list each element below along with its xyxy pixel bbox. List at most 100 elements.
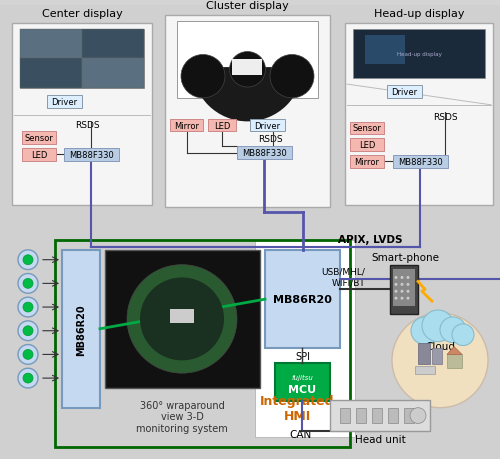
Text: Head unit: Head unit <box>354 434 406 444</box>
Bar <box>250 119 285 132</box>
Bar <box>447 355 462 369</box>
Circle shape <box>18 321 38 341</box>
Text: MB86R20: MB86R20 <box>273 295 332 304</box>
Text: LED: LED <box>31 151 47 160</box>
Text: Smart-phone: Smart-phone <box>371 252 439 262</box>
Circle shape <box>400 283 404 286</box>
Text: LED: LED <box>214 121 230 130</box>
Bar <box>105 250 260 388</box>
Bar <box>388 408 398 424</box>
Bar <box>372 408 382 424</box>
Circle shape <box>406 290 410 293</box>
Circle shape <box>394 283 398 286</box>
Circle shape <box>127 265 237 373</box>
Bar <box>62 250 100 408</box>
Bar <box>20 30 82 59</box>
Text: CAN: CAN <box>289 430 311 439</box>
Bar <box>22 132 56 145</box>
Circle shape <box>23 373 33 383</box>
Bar <box>82 59 144 89</box>
Text: RSDS: RSDS <box>258 134 282 144</box>
Circle shape <box>18 274 38 294</box>
Circle shape <box>422 310 454 342</box>
Bar <box>237 147 292 160</box>
Text: Driver: Driver <box>254 121 280 130</box>
Bar <box>404 408 414 424</box>
Circle shape <box>452 324 474 346</box>
Circle shape <box>406 297 410 300</box>
Bar <box>353 30 485 79</box>
Circle shape <box>23 350 33 359</box>
Bar <box>330 400 430 431</box>
Bar <box>255 241 355 437</box>
Bar <box>82 30 144 59</box>
Text: Driver: Driver <box>52 98 78 106</box>
Circle shape <box>392 313 488 408</box>
Polygon shape <box>447 347 462 355</box>
Text: MB88F330: MB88F330 <box>69 151 114 160</box>
Bar <box>170 309 194 323</box>
Bar <box>345 24 493 206</box>
Text: RSDS: RSDS <box>432 113 458 122</box>
Circle shape <box>140 278 224 361</box>
Circle shape <box>410 408 426 424</box>
Bar <box>265 250 340 349</box>
Bar <box>170 119 203 132</box>
Bar <box>350 122 384 135</box>
Circle shape <box>406 283 410 286</box>
Circle shape <box>411 317 439 345</box>
Text: Mirror: Mirror <box>174 121 199 130</box>
Circle shape <box>394 290 398 293</box>
Text: MB88F330: MB88F330 <box>242 149 287 158</box>
Circle shape <box>400 297 404 300</box>
Text: Head-up display: Head-up display <box>396 52 442 57</box>
Bar <box>22 149 56 162</box>
Bar <box>393 156 448 168</box>
Circle shape <box>406 276 410 280</box>
Circle shape <box>400 276 404 280</box>
Circle shape <box>394 297 398 300</box>
Text: MB88F330: MB88F330 <box>398 158 443 167</box>
Circle shape <box>440 317 466 343</box>
Circle shape <box>18 250 38 270</box>
Bar <box>350 156 384 168</box>
Text: Cluster display: Cluster display <box>206 1 289 11</box>
Text: LED: LED <box>359 141 375 150</box>
Text: RSDS: RSDS <box>74 121 100 130</box>
Text: USB/MHL/
WIFI/BT: USB/MHL/ WIFI/BT <box>321 267 365 286</box>
Circle shape <box>394 276 398 280</box>
Text: APIX, LVDS: APIX, LVDS <box>338 235 402 245</box>
Bar <box>12 24 152 206</box>
Bar <box>387 86 422 99</box>
Bar <box>20 59 82 89</box>
Text: MB86R20: MB86R20 <box>76 303 86 355</box>
Bar <box>356 408 366 424</box>
Circle shape <box>18 297 38 317</box>
Bar <box>20 30 144 89</box>
Bar <box>55 241 350 447</box>
Circle shape <box>23 302 33 312</box>
Bar <box>165 16 330 208</box>
Bar <box>340 408 350 424</box>
Bar <box>64 149 119 162</box>
Bar <box>177 22 318 99</box>
Bar <box>232 60 262 76</box>
Text: Integrated
HMI: Integrated HMI <box>260 394 335 422</box>
Bar <box>418 343 430 364</box>
Text: SPI: SPI <box>295 352 310 362</box>
Text: 360° wraparound
view 3-D
monitoring system: 360° wraparound view 3-D monitoring syst… <box>136 400 228 433</box>
Bar <box>415 366 435 375</box>
Bar <box>47 96 82 108</box>
Bar <box>208 119 236 132</box>
Circle shape <box>18 369 38 388</box>
Text: Sensor: Sensor <box>24 134 54 143</box>
Circle shape <box>230 52 266 88</box>
Text: MCU: MCU <box>288 384 316 394</box>
Bar <box>365 36 405 65</box>
Text: Center display: Center display <box>42 9 122 19</box>
Circle shape <box>23 279 33 289</box>
Circle shape <box>18 345 38 364</box>
Circle shape <box>23 326 33 336</box>
Circle shape <box>23 255 33 265</box>
Text: Sensor: Sensor <box>352 124 382 133</box>
